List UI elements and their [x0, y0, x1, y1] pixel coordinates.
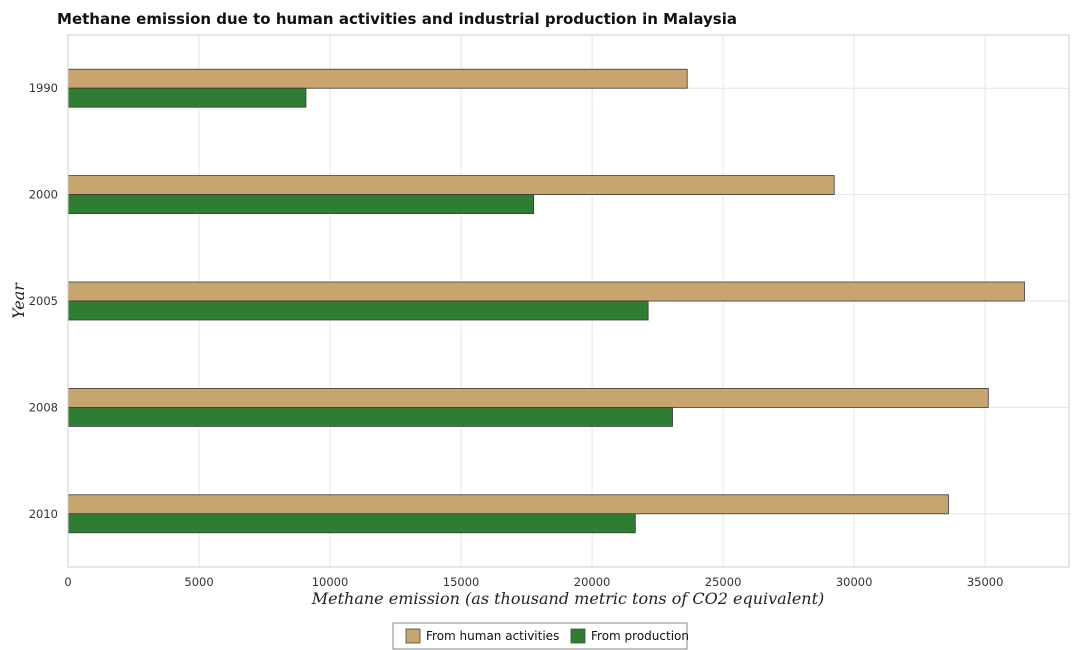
y-tick-label: 2000	[29, 188, 58, 202]
bar-production-2005	[67, 300, 649, 321]
y-tick-label: 2010	[29, 507, 58, 521]
bar-production-2008	[67, 406, 673, 427]
bar-human-activities-2008	[67, 387, 989, 408]
legend-label-production: From production	[591, 629, 689, 643]
y-tick-label: 2008	[29, 400, 58, 414]
x-axis-label: Methane emission (as thousand metric ton…	[311, 589, 825, 608]
bar-production-2010	[67, 513, 636, 534]
bar-human-activities-2005	[67, 281, 1025, 302]
x-tick-label: 0	[64, 575, 71, 589]
x-tick-label: 5000	[184, 575, 213, 589]
chart-title: Methane emission due to human activities…	[57, 10, 737, 28]
legend-label-human-activities: From human activities	[426, 629, 559, 643]
bar-human-activities-2010	[67, 494, 949, 515]
plot-frame	[67, 34, 1070, 568]
legend-box	[392, 622, 688, 650]
legend-swatch-production	[570, 628, 586, 644]
x-axis-ticks: 0 5000 10000 15000 20000 25000 30000 35000	[64, 575, 1003, 589]
x-tick-label: 20000	[574, 575, 611, 589]
x-tick-label: 35000	[967, 575, 1004, 589]
y-axis-ticks: 1990 2000 2005 2008 2010	[29, 81, 58, 521]
bar-production-2000	[67, 194, 535, 215]
legend-swatch-human-activities	[405, 628, 421, 644]
x-tick-label: 25000	[705, 575, 742, 589]
y-axis-label: Year	[9, 282, 28, 319]
y-tick-label: 2005	[29, 294, 58, 308]
legend: From human activities From production	[392, 622, 689, 650]
x-tick-label: 10000	[312, 575, 349, 589]
bar-production-1990	[67, 87, 307, 108]
x-tick-label: 15000	[443, 575, 480, 589]
y-tick-label: 1990	[29, 81, 58, 95]
bars	[67, 68, 1025, 534]
bar-human-activities-2000	[67, 175, 835, 196]
bar-human-activities-1990	[67, 68, 688, 89]
x-tick-label: 30000	[836, 575, 873, 589]
